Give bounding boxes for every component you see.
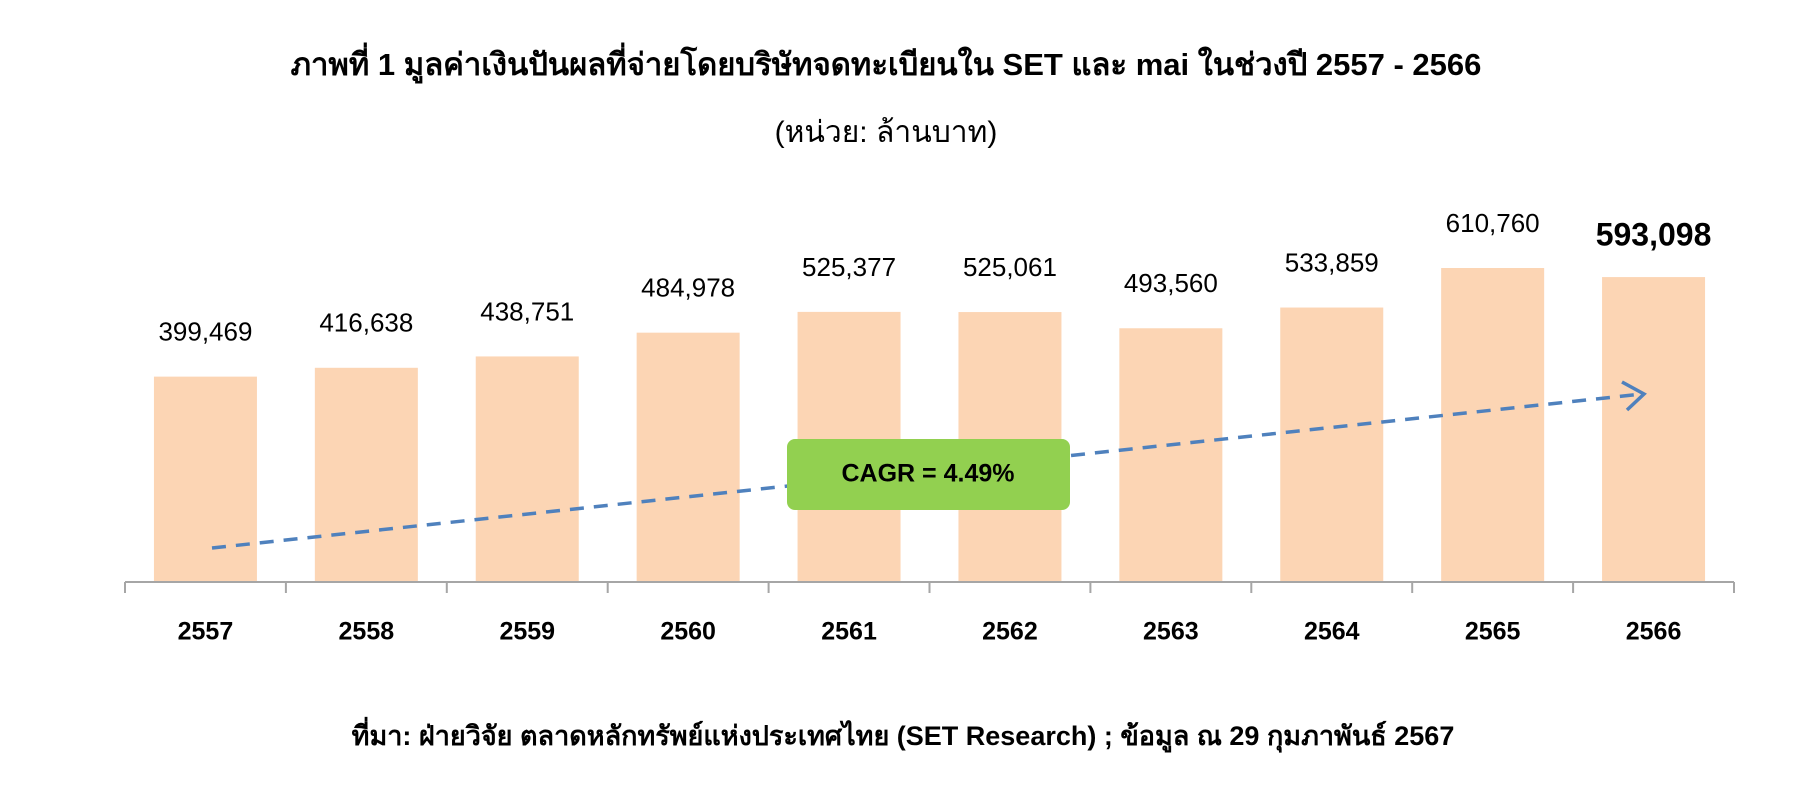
x-tick-label: 2557 <box>178 618 234 646</box>
value-label: 525,061 <box>963 252 1057 282</box>
bar <box>636 332 740 582</box>
chart-subtitle: (หน่วย: ล้านบาท) <box>775 116 998 149</box>
bar <box>475 356 579 582</box>
chart-title: ภาพที่ 1 มูลค่าเงินปันผลที่จ่ายโดยบริษัท… <box>291 42 1482 84</box>
x-tick-label: 2559 <box>499 618 555 646</box>
x-tick-label: 2566 <box>1626 618 1682 646</box>
x-tick-label: 2561 <box>821 618 877 646</box>
value-label: 610,760 <box>1446 208 1540 238</box>
value-label: 533,859 <box>1285 247 1379 277</box>
x-tick-label: 2563 <box>1143 618 1199 646</box>
bar <box>1280 307 1384 582</box>
bar <box>1602 277 1706 582</box>
value-label: 593,098 <box>1596 217 1712 253</box>
source-note: ที่มา: ฝ่ายวิจัย ตลาดหลักทรัพย์แห่งประเท… <box>352 716 1455 753</box>
annotation-box <box>787 439 1070 510</box>
x-tick-label: 2565 <box>1465 618 1521 646</box>
arrow-head <box>1621 380 1647 412</box>
x-tick-label: 2560 <box>660 618 716 646</box>
x-tick-label: 2558 <box>339 618 395 646</box>
bar <box>1441 268 1545 582</box>
value-label: 525,377 <box>802 252 896 282</box>
x-tick-label: 2564 <box>1304 618 1360 646</box>
value-label: 438,751 <box>480 296 574 326</box>
bar <box>314 367 418 582</box>
value-label: 416,638 <box>319 308 413 338</box>
value-label: 493,560 <box>1124 268 1218 298</box>
value-label: 399,469 <box>158 317 252 347</box>
bar <box>153 376 257 582</box>
x-tick-label: 2562 <box>982 618 1038 646</box>
annotation: CAGR = 4.49% <box>842 460 1015 488</box>
bar <box>1119 328 1223 582</box>
value-label: 484,978 <box>641 273 735 303</box>
